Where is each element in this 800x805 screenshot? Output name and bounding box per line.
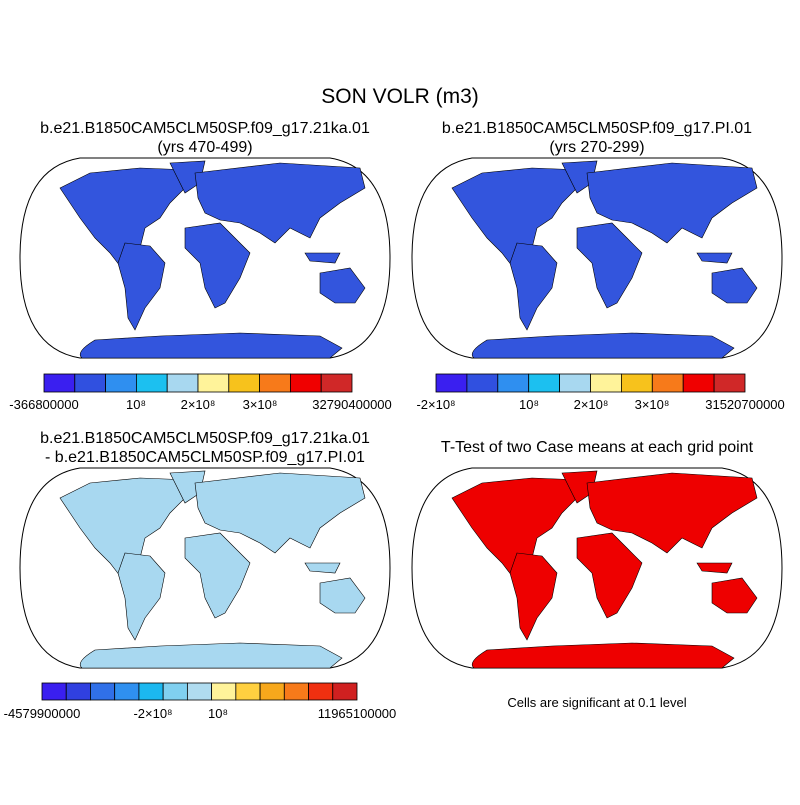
- colorbar-box: [138, 682, 164, 701]
- colorbar-box: [621, 373, 653, 393]
- colorbar-box: [135, 373, 168, 393]
- colorbar-box: [228, 373, 261, 393]
- colorbar-label: -366800000: [9, 397, 78, 412]
- colorbar-box: [90, 682, 116, 701]
- colorbar-label: 2×10⁸: [181, 397, 216, 412]
- colorbar-box: [43, 373, 76, 393]
- colorbar: [435, 373, 746, 393]
- panel-subtitle: - b.e21.B1850CAM5CLM50SP.f09_g17.PI.01: [45, 449, 365, 466]
- colorbar-label: 32790400000: [312, 397, 392, 412]
- colorbar-box: [332, 682, 358, 701]
- colorbar-box: [211, 682, 237, 701]
- colorbar-label: 3×10⁸: [243, 397, 278, 412]
- colorbar-box: [289, 373, 322, 393]
- panel-title: b.e21.B1850CAM5CLM50SP.f09_g17.PI.01: [442, 120, 752, 137]
- colorbar-label: 10⁸: [126, 397, 146, 412]
- colorbar-label: -2×10⁸: [416, 397, 455, 412]
- colorbar-box: [435, 373, 468, 393]
- colorbar-box: [105, 373, 137, 393]
- map: [19, 157, 391, 359]
- colorbar-box: [74, 373, 107, 393]
- colorbar-box: [308, 682, 334, 701]
- colorbar-label: 31520700000: [705, 397, 785, 412]
- colorbar-box: [41, 682, 67, 701]
- colorbar-label: 10⁸: [519, 397, 539, 412]
- colorbar-box: [682, 373, 715, 393]
- colorbar-label: 3×10⁸: [635, 397, 670, 412]
- colorbar-box: [166, 373, 199, 393]
- colorbar-label: -4579900000: [4, 706, 81, 721]
- colorbar: [43, 373, 353, 393]
- colorbar-box: [114, 682, 140, 701]
- panel-subtitle: (yrs 270-299): [549, 139, 644, 156]
- colorbar-box: [497, 373, 530, 393]
- colorbar: [41, 682, 358, 701]
- colorbar-box: [559, 373, 591, 393]
- colorbar-box: [186, 682, 213, 701]
- figure-title: SON VOLR (m3): [321, 85, 479, 108]
- colorbar-box: [235, 682, 261, 701]
- colorbar-box: [65, 682, 91, 701]
- map: [19, 467, 391, 669]
- colorbar-box: [466, 373, 499, 393]
- panel-title: b.e21.B1850CAM5CLM50SP.f09_g17.21ka.01: [40, 430, 370, 447]
- colorbar-box: [259, 682, 285, 701]
- colorbar-box: [162, 682, 188, 701]
- colorbar-label: -2×10⁸: [133, 706, 172, 721]
- map: [411, 467, 783, 669]
- colorbar-label: 2×10⁸: [574, 397, 609, 412]
- colorbar-box: [590, 373, 622, 393]
- colorbar-box: [320, 373, 353, 393]
- panel-subtitle: (yrs 470-499): [157, 139, 252, 156]
- colorbar-box: [197, 373, 230, 393]
- colorbar-box: [651, 373, 684, 393]
- colorbar-label: 11965100000: [318, 706, 397, 721]
- panel-title: T-Test of two Case means at each grid po…: [441, 439, 754, 456]
- colorbar-box: [259, 373, 291, 393]
- panel-note: Cells are significant at 0.1 level: [507, 695, 686, 710]
- colorbar-label: 10⁸: [208, 706, 228, 721]
- colorbar-box: [528, 373, 561, 393]
- panel-title: b.e21.B1850CAM5CLM50SP.f09_g17.21ka.01: [40, 120, 370, 137]
- colorbar-box: [283, 682, 309, 701]
- colorbar-box: [713, 373, 746, 393]
- map: [411, 157, 783, 359]
